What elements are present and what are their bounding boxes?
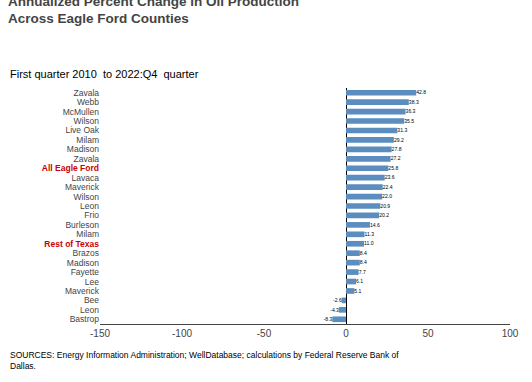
svg-text:42.8: 42.8 <box>416 89 426 95</box>
svg-text:Maverick: Maverick <box>65 182 100 192</box>
svg-text:Wilson: Wilson <box>73 116 99 126</box>
svg-text:Frio: Frio <box>84 210 99 220</box>
svg-text:Lavaca: Lavaca <box>72 173 100 183</box>
svg-text:Leon: Leon <box>80 305 99 315</box>
svg-text:Zavala: Zavala <box>73 88 99 98</box>
svg-text:Bastrop: Bastrop <box>70 314 100 324</box>
svg-text:Zavala: Zavala <box>73 154 99 164</box>
svg-text:-50: -50 <box>257 328 272 339</box>
svg-text:11.3: 11.3 <box>365 231 375 237</box>
svg-text:22.4: 22.4 <box>383 184 393 190</box>
svg-text:100: 100 <box>502 328 519 339</box>
svg-text:-4.3: -4.3 <box>330 307 339 313</box>
svg-text:0: 0 <box>343 328 349 339</box>
svg-text:Leon: Leon <box>80 201 99 211</box>
svg-text:-100: -100 <box>172 328 192 339</box>
svg-text:Burleson: Burleson <box>65 220 99 230</box>
svg-text:Milam: Milam <box>76 135 99 145</box>
svg-text:6.1: 6.1 <box>356 278 363 284</box>
svg-text:20.2: 20.2 <box>379 212 389 218</box>
svg-text:29.2: 29.2 <box>394 137 404 143</box>
svg-text:Brazos: Brazos <box>73 248 99 258</box>
svg-text:23.6: 23.6 <box>385 174 395 180</box>
svg-text:First quarter 2010 to 2022:Q4: First quarter 2010 to 2022:Q4 quarter <box>10 68 199 80</box>
svg-text:Bee: Bee <box>84 295 99 305</box>
svg-text:Milam: Milam <box>76 229 99 239</box>
svg-text:All Eagle Ford: All Eagle Ford <box>42 163 99 173</box>
svg-text:50: 50 <box>422 328 434 339</box>
svg-text:Madison: Madison <box>67 258 99 268</box>
svg-text:Lee: Lee <box>85 276 99 286</box>
svg-text:20.9: 20.9 <box>380 203 390 209</box>
svg-text:31.3: 31.3 <box>397 127 407 133</box>
svg-text:McMullen: McMullen <box>63 107 100 117</box>
svg-text:8.4: 8.4 <box>360 250 367 256</box>
svg-text:-150: -150 <box>90 328 110 339</box>
svg-text:14.6: 14.6 <box>370 222 380 228</box>
svg-text:Rest of Texas: Rest of Texas <box>44 239 99 249</box>
svg-text:5.1: 5.1 <box>354 288 361 294</box>
svg-text:35.5: 35.5 <box>404 118 414 124</box>
svg-text:8.4: 8.4 <box>360 259 367 265</box>
svg-text:36.3: 36.3 <box>406 108 416 114</box>
svg-text:Maverick: Maverick <box>65 286 100 296</box>
svg-text:25.8: 25.8 <box>388 165 398 171</box>
svg-text:-2.6: -2.6 <box>333 297 342 303</box>
svg-text:Madison: Madison <box>67 144 99 154</box>
svg-text:-8.3: -8.3 <box>324 316 333 322</box>
svg-text:11.0: 11.0 <box>364 240 374 246</box>
svg-text:Fayette: Fayette <box>71 267 100 277</box>
svg-text:7.7: 7.7 <box>359 269 366 275</box>
svg-text:Live Oak: Live Oak <box>65 125 99 135</box>
svg-text:Annualized Percent Change in O: Annualized Percent Change in Oil Product… <box>8 0 299 26</box>
svg-text:SOURCES: Energy Information Ad: SOURCES: Energy Information Administrati… <box>10 350 399 371</box>
svg-text:27.2: 27.2 <box>391 155 401 161</box>
svg-text:Webb: Webb <box>77 97 99 107</box>
svg-text:27.8: 27.8 <box>392 146 402 152</box>
svg-text:22.0: 22.0 <box>382 193 392 199</box>
svg-text:38.3: 38.3 <box>409 99 419 105</box>
svg-text:Wilson: Wilson <box>73 192 99 202</box>
